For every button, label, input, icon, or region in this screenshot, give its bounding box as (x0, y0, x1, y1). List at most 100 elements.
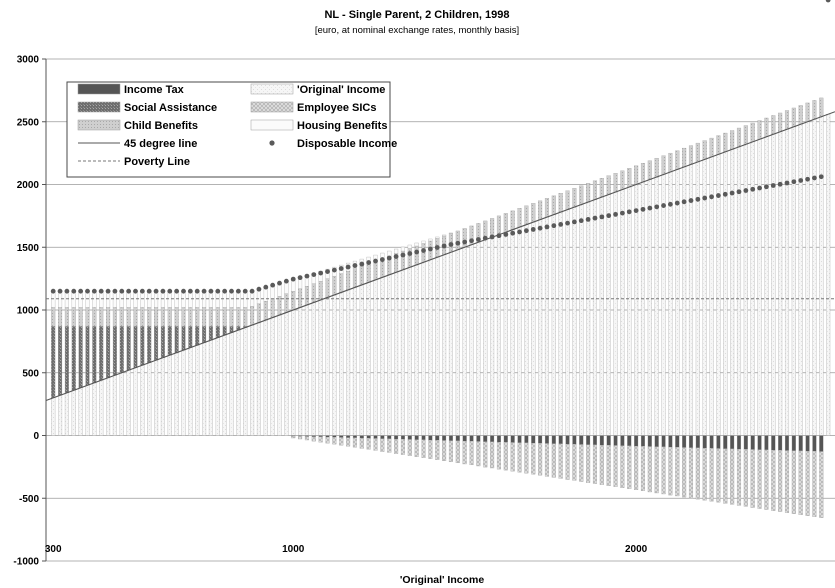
bar-employee-sics (606, 445, 611, 486)
point-disposable-income (235, 288, 241, 294)
bar-income-tax (551, 435, 556, 444)
bar-child-benefits (263, 301, 268, 321)
bar-original-income (661, 174, 666, 436)
bar-child-benefits (304, 286, 309, 306)
bar-original-income (469, 244, 474, 436)
point-disposable-income (777, 181, 783, 187)
bar-child-benefits (133, 307, 138, 327)
bar-original-income (270, 317, 275, 436)
bar-original-income (551, 214, 556, 436)
bar-child-benefits (695, 142, 700, 163)
bar-income-tax (503, 435, 508, 443)
bar-original-income (160, 357, 165, 436)
legend-box (66, 81, 391, 178)
legend-swatch-income-tax (77, 83, 121, 95)
bar-income-tax (407, 435, 412, 440)
bar-original-income (778, 131, 783, 436)
bar-employee-sics (325, 436, 330, 444)
bar-employee-sics (346, 437, 351, 447)
legend-label-poverty-line: Poverty Line (124, 156, 190, 168)
point-disposable-income (359, 261, 365, 267)
point-disposable-income (187, 288, 193, 294)
bar-income-tax (469, 435, 474, 442)
bar-child-benefits (298, 288, 303, 308)
bar-original-income (304, 304, 309, 436)
point-disposable-income (139, 288, 145, 294)
bar-employee-sics (387, 438, 392, 453)
bar-employee-sics (750, 449, 755, 508)
bar-employee-sics (421, 439, 426, 458)
point-disposable-income (160, 288, 166, 294)
bar-housing-benefits (92, 291, 97, 308)
bar-original-income (147, 362, 152, 436)
bar-employee-sics (668, 447, 673, 496)
point-disposable-income (105, 288, 111, 294)
bar-housing-benefits (428, 238, 433, 242)
point-disposable-income (750, 186, 756, 192)
bar-original-income (256, 322, 261, 436)
bar-housing-benefits (442, 234, 447, 237)
bar-original-income (565, 209, 570, 436)
bar-income-tax (634, 435, 639, 447)
legend-swatch-social-assistance (77, 101, 121, 113)
bar-income-tax (778, 435, 783, 451)
bar-income-tax (373, 435, 378, 439)
bar-income-tax (771, 435, 776, 451)
bar-original-income (544, 216, 550, 436)
bar-original-income (394, 272, 399, 436)
bar-original-income (668, 171, 673, 436)
point-disposable-income (825, 0, 831, 3)
bar-income-tax (798, 435, 803, 452)
point-disposable-income (702, 195, 708, 201)
point-disposable-income (510, 230, 516, 236)
bar-child-benefits (339, 273, 344, 293)
bar-child-benefits (188, 307, 193, 327)
bar-original-income (202, 342, 207, 436)
bar-income-tax (510, 435, 515, 443)
chart-subtitle: [euro, at nominal exchange rates, monthl… (315, 25, 519, 36)
y-tick-label: 1500 (17, 243, 40, 254)
bar-income-tax (613, 435, 618, 446)
point-disposable-income (167, 288, 173, 294)
bar-child-benefits (332, 275, 337, 296)
point-disposable-income (654, 204, 660, 210)
bar-employee-sics (586, 444, 591, 483)
bar-income-tax (476, 435, 481, 442)
bar-social-assistance (106, 326, 111, 378)
bar-income-tax (558, 435, 563, 445)
bar-employee-sics (380, 438, 385, 452)
bar-original-income (243, 327, 248, 436)
bar-housing-benefits (222, 291, 227, 308)
point-disposable-income (352, 263, 358, 268)
bar-employee-sics (764, 449, 769, 510)
bar-employee-sics (682, 447, 687, 498)
bar-social-assistance (208, 326, 213, 341)
bar-child-benefits (750, 122, 755, 142)
bar-housing-benefits (154, 291, 159, 308)
bar-employee-sics (716, 448, 721, 503)
bar-child-benefits (668, 152, 673, 173)
bar-employee-sics (771, 450, 776, 511)
bar-housing-benefits (174, 291, 179, 308)
bar-employee-sics (819, 451, 824, 518)
bar-housing-benefits (400, 246, 405, 252)
bar-income-tax (455, 435, 460, 442)
bar-child-benefits (524, 205, 529, 225)
bar-original-income (311, 302, 316, 436)
bar-original-income (154, 360, 159, 436)
point-disposable-income (91, 288, 97, 294)
bar-original-income (332, 294, 337, 436)
bar-employee-sics (805, 451, 810, 516)
bar-original-income (119, 372, 124, 436)
bar-employee-sics (579, 444, 584, 482)
bar-housing-benefits (133, 291, 138, 308)
bar-child-benefits (208, 307, 213, 327)
bar-income-tax (448, 435, 453, 441)
bar-original-income (215, 337, 220, 436)
bar-social-assistance (222, 326, 227, 336)
bar-original-income (442, 254, 447, 436)
bar-original-income (675, 169, 680, 436)
bar-employee-sics (538, 443, 543, 476)
x-axis-ticks: 300 1000 2000 (45, 544, 648, 555)
bar-social-assistance (140, 326, 145, 366)
